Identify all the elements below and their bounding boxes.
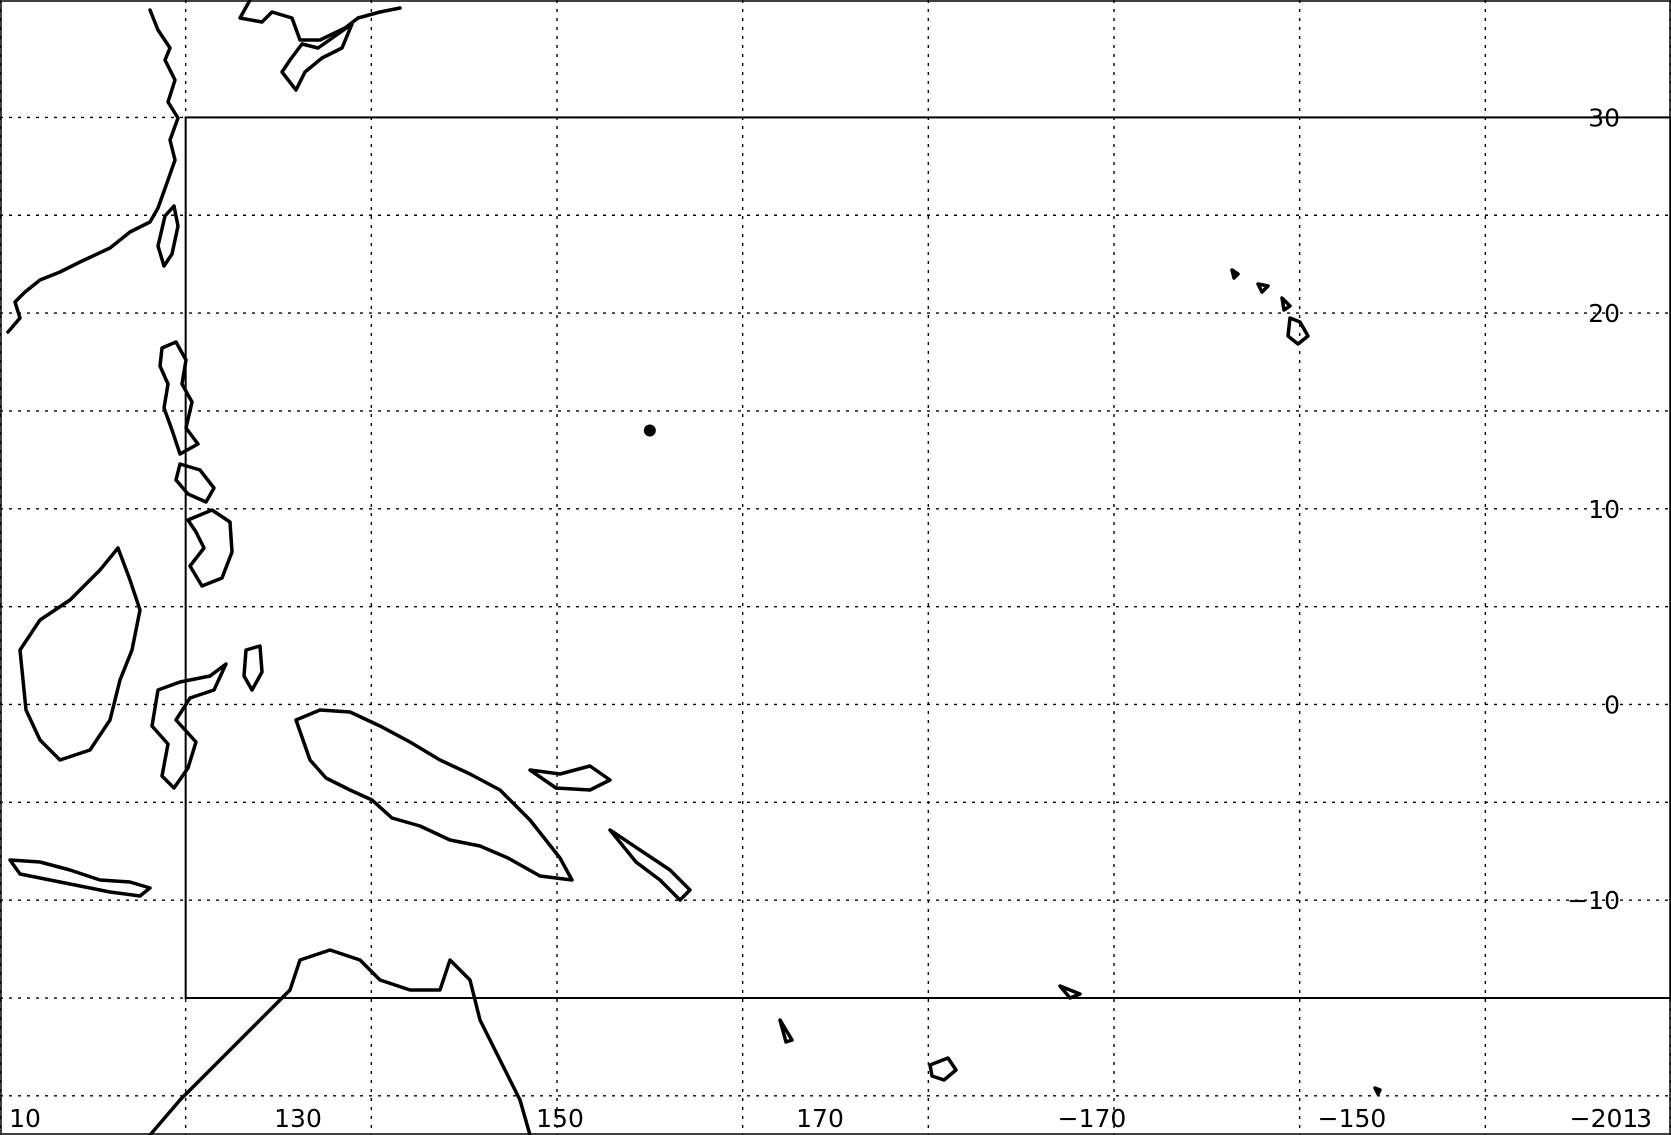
y-tick-label: −10	[1567, 886, 1620, 915]
coast-visayas	[174, 462, 216, 504]
x-tick-label: 150	[536, 1104, 584, 1133]
y-tick-label: 0	[1604, 690, 1620, 719]
x-tick-label: 130	[274, 1104, 322, 1133]
coast-japan-north	[238, 0, 402, 42]
coast-taiwan	[156, 204, 180, 268]
y-tick-label: 30	[1588, 103, 1620, 132]
x-tick-label: 170	[796, 1104, 844, 1133]
x-tick-label: 10	[9, 1104, 41, 1133]
coast-japan	[6, 8, 180, 334]
coast-hawaii	[1230, 268, 1310, 346]
longitude-labels: 10 130 150 170 −170 −150 −201	[9, 1104, 1638, 1133]
coast-timor	[8, 858, 152, 898]
x-tick-label: −201	[1570, 1104, 1639, 1133]
y-tick-label: 10	[1588, 495, 1620, 524]
coast-solomons	[608, 828, 692, 902]
coast-korea	[280, 22, 354, 92]
coast-samoa	[1373, 1086, 1382, 1096]
coast-mindanao	[186, 508, 234, 588]
y-tick-label: 20	[1588, 299, 1620, 328]
coast-halmahera	[242, 644, 264, 692]
coast-australia	[148, 948, 532, 1135]
coastlines	[6, 0, 1382, 1135]
coast-borneo	[18, 546, 142, 762]
x-extra-label: 3	[1636, 1104, 1652, 1133]
coast-vanuatu	[778, 1018, 794, 1044]
coast-new-guinea	[294, 708, 574, 882]
x-tick-label: −150	[1318, 1104, 1387, 1133]
domain-box	[184, 116, 1671, 1000]
coast-fiji	[928, 1056, 958, 1082]
x-tick-label: −170	[1058, 1104, 1127, 1133]
coast-bismarck	[528, 764, 612, 792]
coast-new-caledonia	[1058, 984, 1082, 1000]
latitude-labels: 30 20 10 0 −10	[1567, 103, 1620, 915]
location-marker	[643, 424, 656, 437]
